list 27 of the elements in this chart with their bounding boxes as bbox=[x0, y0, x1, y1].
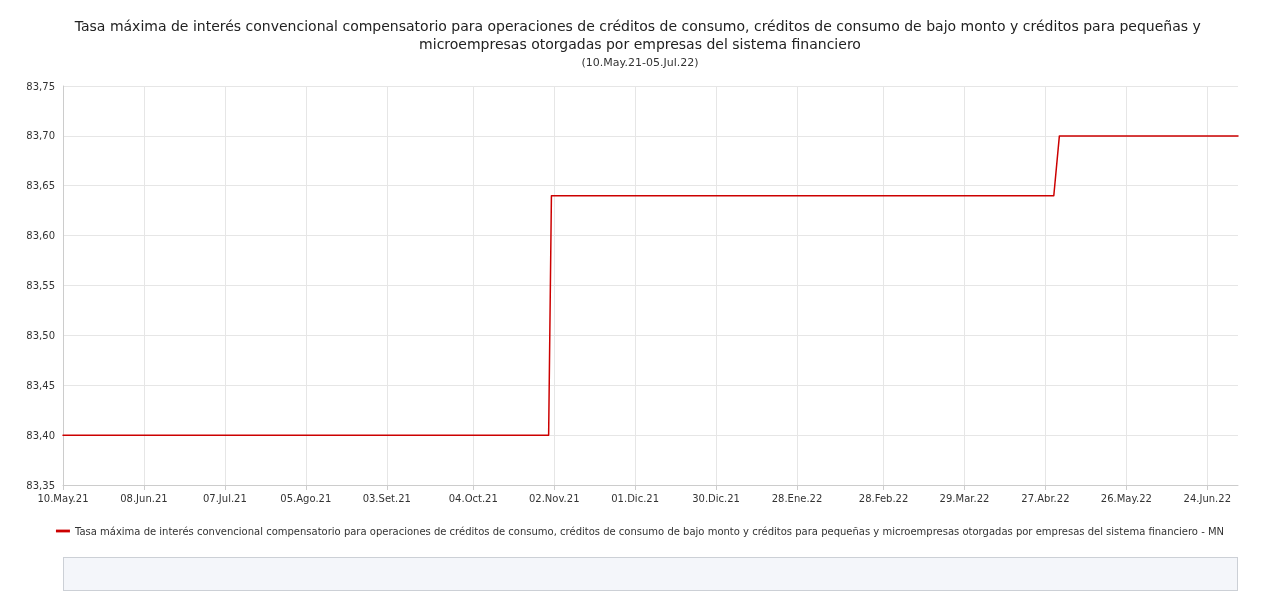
x-tick-label: 29.Mar.22 bbox=[939, 492, 990, 504]
y-tick-label: 83,70 bbox=[26, 130, 55, 142]
y-tick-label: 83,55 bbox=[26, 280, 55, 291]
chart-title: Tasa máxima de interés convencional compensatorio para operaciones de créditos de consumo, créditos de consumo de bajo monto y créditos para pequeñas y microempresas otorgadas por empresas del sistema financiero bbox=[73, 18, 1206, 52]
x-tick-label: 03.Set.21 bbox=[362, 492, 411, 504]
x-tick-label: 28.Feb.22 bbox=[858, 492, 909, 504]
x-tick-label: 07.Jul.21 bbox=[202, 492, 247, 504]
x-tick-label: 30.Dic.21 bbox=[692, 492, 740, 504]
y-tick-label: 83,75 bbox=[26, 80, 55, 92]
x-tick-label: 26.May.22 bbox=[1100, 492, 1152, 504]
x-tick-label: 04.Oct.21 bbox=[448, 492, 498, 504]
chart-subtitle: (10.May.21-05.Jul.22) bbox=[581, 56, 699, 69]
x-tick-label: 02.Nov.21 bbox=[528, 492, 580, 504]
x-tick-label: 08.Jun.21 bbox=[120, 492, 168, 504]
x-tick-label: 24.Jun.22 bbox=[1183, 492, 1232, 504]
y-tick-label: 83,60 bbox=[26, 230, 55, 242]
x-tick-label: 28.Ene.22 bbox=[771, 492, 823, 504]
x-tick-label: 01.Dic.21 bbox=[611, 492, 660, 504]
x-tick-label: 27.Abr.22 bbox=[1021, 492, 1070, 504]
x-tick-label: 05.Ago.21 bbox=[280, 492, 332, 504]
legend-label: Tasa máxima de interés convencional compensatorio para operaciones de créditos de consumo, créditos de consumo de bajo monto y créditos para pequeñas y microempresas otorgadas por empresas del sistema financiero - MN bbox=[73, 525, 1225, 537]
y-tick-label: 83,65 bbox=[26, 180, 55, 192]
y-tick-label: 83,45 bbox=[26, 379, 55, 391]
x-tick-label: 10.May.21 bbox=[37, 492, 89, 504]
y-tick-label: 83,40 bbox=[26, 429, 55, 441]
y-tick-label: 83,50 bbox=[26, 329, 55, 341]
y-tick-label: 83,35 bbox=[26, 479, 55, 491]
